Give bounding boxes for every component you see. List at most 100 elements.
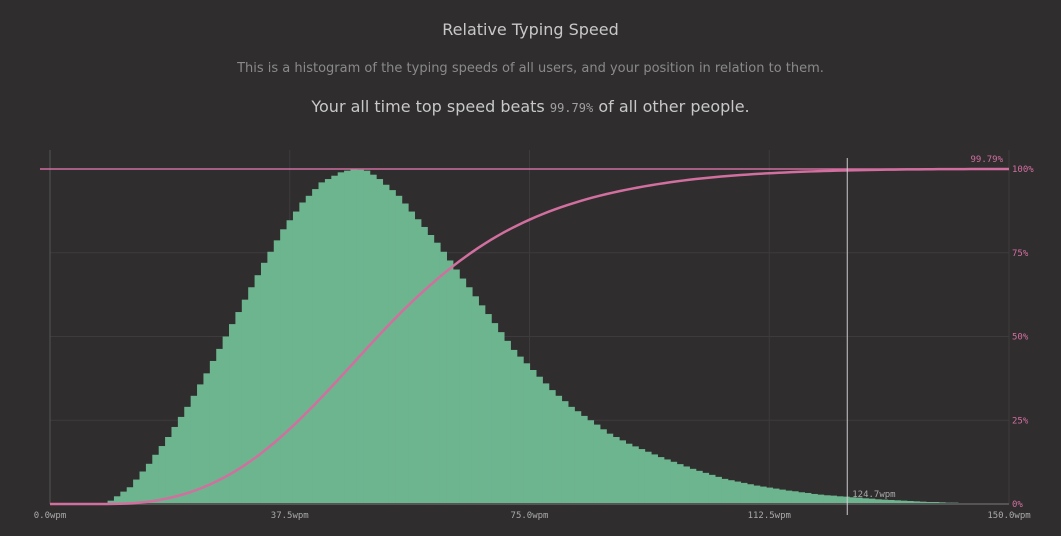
- histogram-bar: [478, 305, 486, 504]
- beats-suffix: of all other people.: [598, 97, 750, 116]
- histogram-bar: [676, 464, 684, 504]
- histogram-bar: [625, 443, 633, 504]
- histogram-bar: [184, 406, 192, 504]
- histogram-bar: [133, 479, 141, 504]
- histogram-bar: [158, 446, 166, 504]
- histogram-bar: [842, 496, 850, 504]
- histogram-bar: [260, 262, 268, 504]
- histogram-bar: [619, 440, 626, 504]
- histogram-bar: [299, 202, 307, 504]
- histogram-bar: [708, 474, 716, 504]
- histogram-bar: [113, 496, 121, 504]
- histogram-bar: [593, 424, 601, 504]
- histogram-bar: [376, 179, 384, 505]
- histogram-bar: [753, 485, 761, 504]
- histogram-bar: [165, 437, 173, 504]
- histogram-bar: [727, 480, 735, 504]
- histogram-bar: [695, 470, 703, 504]
- histogram-bar: [324, 179, 332, 505]
- histogram-bar: [791, 491, 799, 504]
- histogram-bar: [408, 211, 416, 505]
- histogram-bar: [427, 234, 435, 504]
- histogram-bar: [606, 433, 614, 504]
- histogram-bar: [139, 471, 147, 504]
- histogram-bar: [280, 229, 288, 505]
- histogram-bar: [823, 495, 831, 504]
- histogram-bar: [491, 323, 499, 504]
- histogram-bar: [721, 478, 729, 504]
- histogram-bar: [229, 324, 237, 504]
- histogram-bar: [209, 360, 217, 504]
- histogram-bar: [312, 189, 320, 504]
- histogram-bar: [363, 170, 371, 505]
- histogram-bar: [887, 499, 895, 504]
- histogram-bar: [331, 175, 339, 504]
- histogram-bar: [861, 498, 869, 504]
- histogram-bar: [759, 486, 767, 504]
- histogram-bar: [344, 170, 352, 505]
- histogram-bar: [804, 492, 812, 504]
- y2-tick-label: 25%: [1012, 416, 1029, 426]
- histogram-bar: [497, 332, 505, 504]
- histogram-bar: [465, 287, 473, 504]
- histogram-bar: [503, 340, 511, 504]
- histogram-bar: [900, 500, 908, 504]
- histogram-bar: [772, 488, 780, 504]
- histogram-bar: [369, 174, 377, 504]
- histogram-bar: [542, 383, 550, 504]
- y2-tick-label: 0%: [1012, 500, 1023, 510]
- y2-tick-label: 75%: [1012, 249, 1029, 259]
- beats-prefix: Your all time top speed beats: [311, 97, 545, 116]
- histogram-bar: [286, 220, 294, 504]
- histogram-bar: [171, 426, 179, 504]
- chart-subtitle: This is a histogram of the typing speeds…: [237, 61, 824, 76]
- histogram-bar: [107, 500, 115, 504]
- histogram-bar: [433, 242, 441, 504]
- histogram-bar: [222, 336, 230, 504]
- histogram-bar: [913, 501, 921, 504]
- histogram-bar: [535, 376, 543, 504]
- histogram-bar: [734, 481, 742, 504]
- histogram-bar: [567, 406, 575, 504]
- histogram-bar: [574, 411, 582, 504]
- beats-value: 99.79%: [549, 101, 594, 115]
- x-tick-label: 150.0wpm: [987, 511, 1030, 521]
- histogram-bar: [932, 501, 940, 504]
- histogram-bar: [254, 275, 262, 504]
- histogram-bar: [874, 499, 882, 504]
- histogram-bar: [216, 348, 224, 504]
- x-tick-label: 112.5wpm: [748, 511, 791, 521]
- cumulative-line: [50, 167, 1009, 506]
- histogram-bar: [292, 211, 300, 505]
- histogram-bar: [395, 195, 403, 505]
- histogram-bar: [587, 420, 595, 504]
- histogram-bar: [452, 269, 460, 504]
- histogram-bar: [766, 487, 774, 504]
- histogram-bar: [682, 466, 690, 504]
- histogram-bar: [235, 312, 243, 504]
- histogram-bar: [638, 449, 646, 504]
- histogram-bar: [510, 349, 518, 504]
- histogram-bar: [881, 499, 889, 504]
- histogram-bar: [197, 384, 205, 504]
- histogram-bar: [414, 219, 422, 504]
- histogram-bar: [798, 492, 806, 504]
- histogram-bar: [318, 182, 326, 504]
- histogram-bar: [670, 461, 678, 504]
- chart-title: Relative Typing Speed: [442, 20, 619, 39]
- histogram-bar: [350, 169, 358, 504]
- histogram-bar: [523, 363, 531, 504]
- histogram-bar: [925, 501, 933, 504]
- histogram-bar: [555, 395, 563, 504]
- histogram-bar: [203, 373, 211, 504]
- histogram-bar: [657, 457, 665, 504]
- histogram-bar: [388, 190, 396, 505]
- histogram-bar: [849, 497, 857, 504]
- histogram-bar: [356, 169, 364, 505]
- histogram-bar: [120, 491, 128, 504]
- histogram-bar: [778, 489, 786, 504]
- histogram-bar: [746, 484, 754, 504]
- histogram-bar: [906, 500, 914, 504]
- histogram-bar: [836, 496, 844, 504]
